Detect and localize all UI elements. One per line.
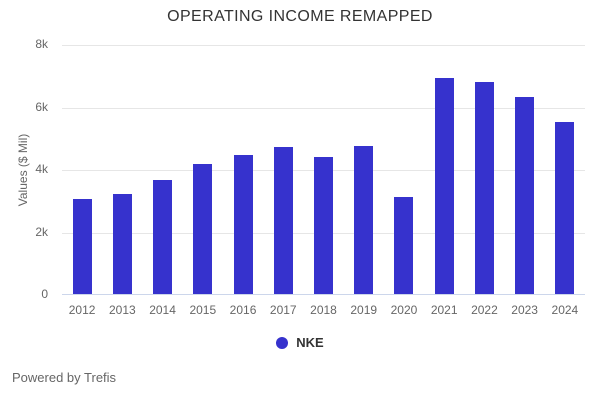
bar-2022[interactable]	[474, 81, 494, 294]
legend-marker-icon	[276, 336, 289, 349]
gridline	[62, 107, 585, 109]
bar-2019[interactable]	[354, 145, 374, 294]
bar-2012[interactable]	[72, 198, 92, 294]
bar-2018[interactable]	[314, 156, 333, 294]
x-axis-label: 2015	[189, 303, 217, 317]
gridline	[62, 45, 585, 46]
y-axis-label: 8k	[35, 37, 48, 51]
x-axis-label: 2013	[108, 303, 136, 317]
bar-2023[interactable]	[515, 97, 535, 294]
x-axis-label: 2018	[310, 303, 337, 317]
x-axis-label: 2019	[350, 303, 378, 317]
plot-area	[62, 45, 585, 295]
bar-2020[interactable]	[394, 197, 414, 294]
bar-2014[interactable]	[153, 179, 173, 294]
legend-item-nke[interactable]: NKE	[0, 335, 600, 350]
y-axis-label: 6k	[35, 99, 48, 114]
bar-2017[interactable]	[273, 147, 293, 294]
x-axis-label: 2022	[471, 303, 498, 317]
x-axis-label: 2014	[149, 303, 176, 317]
x-axis-line	[62, 294, 585, 295]
bar-2021[interactable]	[434, 78, 454, 294]
x-axis-label: 2020	[390, 303, 418, 317]
legend-label: NKE	[296, 335, 324, 350]
y-axis-label: 4k	[35, 162, 48, 176]
x-axis-label: 2017	[269, 303, 297, 317]
x-axis-label: 2021	[430, 303, 458, 317]
powered-by-trefis-text: Powered by Trefis	[12, 370, 117, 385]
chart-title: OPERATING INCOME REMAPPED	[167, 8, 433, 25]
bar-2024[interactable]	[555, 122, 575, 294]
bar-2015[interactable]	[193, 164, 213, 294]
bar-2016[interactable]	[233, 154, 253, 294]
bar-2013[interactable]	[112, 194, 132, 294]
x-axis-label: 2024	[551, 303, 579, 317]
x-axis-label: 2012	[68, 303, 96, 317]
x-axis-label: 2023	[511, 303, 538, 317]
y-axis-label: 2k	[35, 224, 48, 239]
x-axis-label: 2016	[229, 303, 257, 317]
y-axis-label: 0	[41, 287, 48, 301]
